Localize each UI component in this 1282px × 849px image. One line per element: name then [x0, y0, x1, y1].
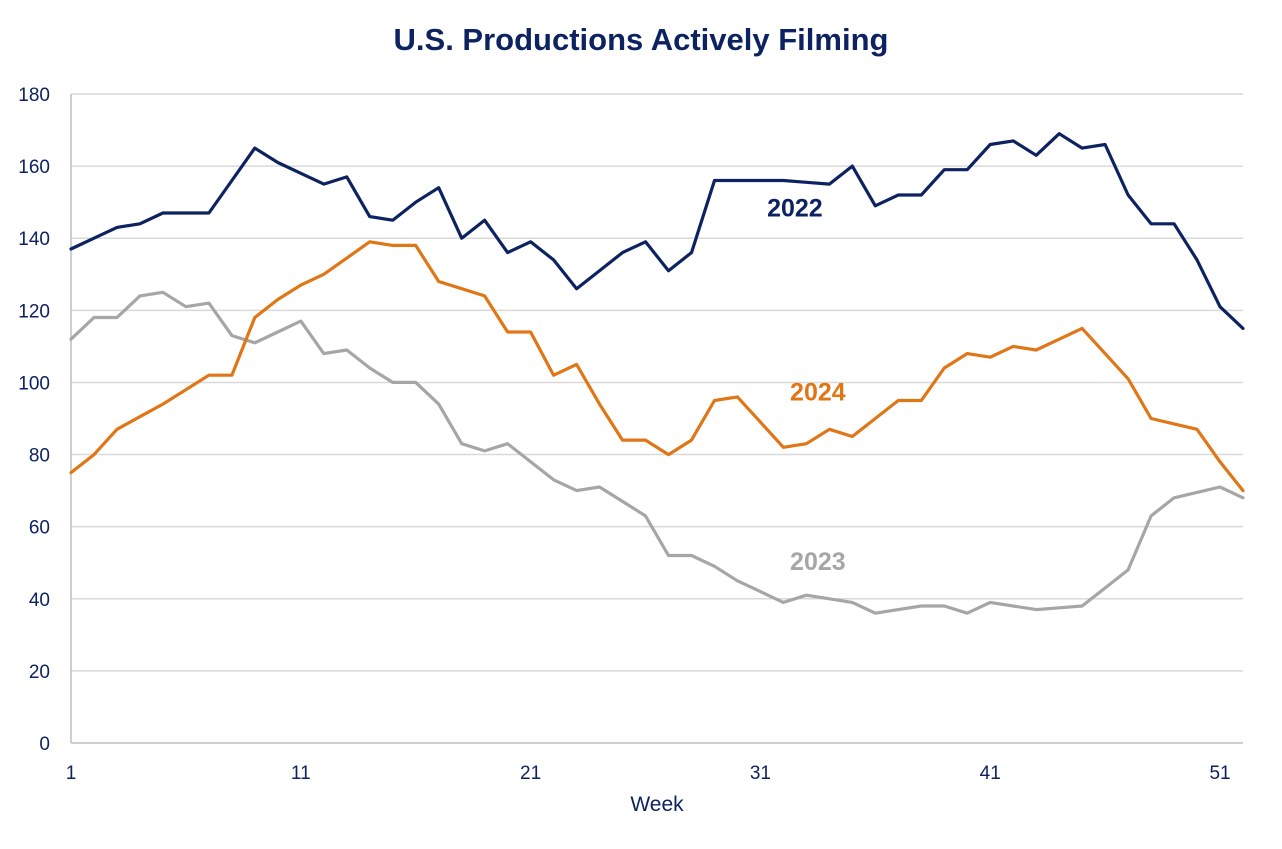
- series-line-2023: [69, 290, 1245, 615]
- series-lines: [69, 132, 1245, 615]
- series-labels: 2022 2024 2023: [767, 195, 846, 576]
- series-label-2023: 2023: [790, 548, 846, 576]
- x-tick-label: 41: [980, 763, 1001, 784]
- x-axis-label: Week: [630, 793, 684, 816]
- y-tick-label: 80: [29, 446, 50, 467]
- series-label-2022: 2022: [767, 195, 823, 223]
- series-label-2024: 2024: [790, 378, 846, 406]
- y-tick-label: 120: [18, 301, 50, 322]
- y-tick-label: 160: [18, 157, 50, 178]
- y-tick-label: 100: [18, 373, 50, 394]
- x-tick-label: 11: [291, 763, 311, 784]
- y-tick-label: 20: [29, 662, 50, 683]
- x-tick-label: 1: [66, 763, 77, 784]
- series-line-2024: [69, 240, 1245, 493]
- chart-title: U.S. Productions Actively Filming: [393, 22, 889, 57]
- y-tick-label: 40: [29, 590, 50, 611]
- y-tick-label: 0: [39, 734, 50, 755]
- x-tick-label: 51: [1209, 763, 1230, 784]
- gridlines: [71, 93, 1243, 672]
- y-tick-label: 140: [18, 229, 50, 250]
- x-tick-label: 31: [750, 763, 771, 784]
- x-tick-label: 21: [520, 763, 541, 784]
- y-tick-label: 60: [29, 518, 50, 539]
- y-tick-label: 180: [18, 85, 50, 106]
- series-line-2022: [69, 132, 1245, 330]
